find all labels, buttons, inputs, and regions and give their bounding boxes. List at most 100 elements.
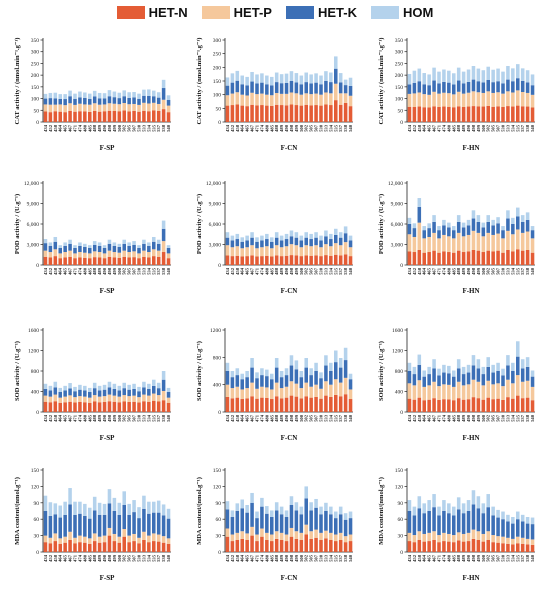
bar-segment [265, 387, 269, 398]
bar-segment [88, 111, 92, 122]
bar-segment [83, 503, 87, 516]
x-tick-label: 537 [338, 414, 343, 422]
bar-segment [309, 375, 313, 387]
bar-segment [511, 92, 515, 107]
bar-segment [112, 103, 117, 111]
bar-segment [417, 81, 422, 93]
bar-segment [92, 103, 97, 111]
bar-segment [294, 245, 299, 256]
bar-segment [412, 366, 417, 375]
bar-segment [122, 110, 126, 122]
bar-segment [422, 370, 426, 377]
bar-segment [516, 64, 520, 79]
x-tick-label: 474 [441, 267, 446, 275]
legend-swatch-het-n [116, 5, 145, 19]
bar-segment [279, 247, 284, 257]
x-tick-label: 471 [73, 267, 78, 275]
x-tick-label: 499 [476, 554, 481, 562]
bar-segment [334, 100, 338, 122]
bar-segment [506, 91, 510, 107]
x-tick-label: 489 [461, 267, 466, 275]
x-tick-label: 538 [525, 414, 530, 422]
bar-segment [152, 533, 156, 542]
x-tick-label: 498 [289, 554, 294, 562]
bar-segment [225, 245, 230, 256]
bar-segment [314, 384, 318, 397]
bar-segment [235, 233, 240, 240]
bar-segment [132, 92, 136, 98]
bar-segment [530, 252, 535, 265]
bar-segment [343, 394, 348, 412]
bar-segment [442, 384, 446, 400]
bar-segment [230, 534, 235, 542]
bar-segment [68, 250, 72, 257]
x-tick-label: 434 [225, 414, 230, 422]
bar-segment [161, 400, 166, 412]
bar-segment [338, 232, 343, 238]
x-tick-label: 500 [117, 267, 122, 275]
bar-segment [255, 541, 259, 552]
bar-segment [496, 81, 500, 93]
bar-segment [132, 257, 136, 265]
bar-segment [43, 93, 48, 99]
bar-segment [132, 388, 136, 396]
bar-segment [260, 256, 264, 265]
bar-segment [329, 514, 333, 533]
bar-segment [147, 388, 151, 396]
bar-segment [225, 237, 230, 246]
bar-segment [43, 388, 48, 396]
bar-segment [245, 377, 249, 389]
bar-segment [73, 93, 77, 99]
x-tick-label: 464 [422, 124, 427, 132]
bar-segment [432, 494, 436, 508]
bar-segment [511, 523, 515, 539]
x-tick-label: 464 [422, 414, 427, 422]
bar-segment [102, 98, 107, 105]
x-tick-label: 465 [427, 414, 432, 422]
x-tick-label: 498 [289, 124, 294, 132]
bar-segment [412, 542, 417, 552]
bar-segment [122, 90, 126, 97]
bar-segment [142, 110, 146, 122]
x-tick-label: 505 [491, 124, 496, 132]
bar-segment [97, 542, 102, 552]
bar-segment [78, 91, 82, 98]
bar-segment [43, 104, 48, 112]
x-tick-label: 452 [48, 267, 53, 275]
bar-segment [122, 529, 126, 537]
bar-segment [274, 245, 279, 256]
bar-segment [407, 73, 412, 85]
x-tick-label: 537 [338, 267, 343, 275]
bar-segment [279, 539, 284, 552]
bar-segment [107, 503, 112, 528]
bar-segment [270, 541, 274, 552]
bar-segment [520, 537, 525, 544]
bar-segment [265, 539, 269, 552]
bar-segment [107, 90, 112, 97]
bar-segment [412, 399, 417, 412]
bar-segment [348, 106, 353, 122]
bar-segment [230, 388, 235, 399]
bar-segment [506, 230, 510, 250]
y-tick-label: 0 [36, 550, 39, 556]
bar-segment [83, 385, 87, 391]
bar-segment [147, 103, 151, 112]
bar-segment [422, 533, 426, 542]
bar-segment [334, 68, 338, 84]
bar-segment [496, 217, 500, 224]
bar-segment [338, 382, 343, 397]
bar-segment [147, 257, 151, 265]
bar-segment [314, 498, 318, 508]
bar-segment [132, 97, 136, 104]
y-tick-label: 50 [216, 106, 222, 112]
bar-segment [166, 95, 171, 100]
x-tick-label: 502 [122, 414, 127, 422]
bar-segment [289, 504, 294, 528]
bar-segment [486, 232, 490, 251]
bar-segment [92, 96, 97, 104]
bar-segment [152, 379, 156, 386]
bar-segment [422, 400, 426, 412]
bar-segment [338, 237, 343, 246]
x-tick-label: 538 [343, 414, 348, 422]
